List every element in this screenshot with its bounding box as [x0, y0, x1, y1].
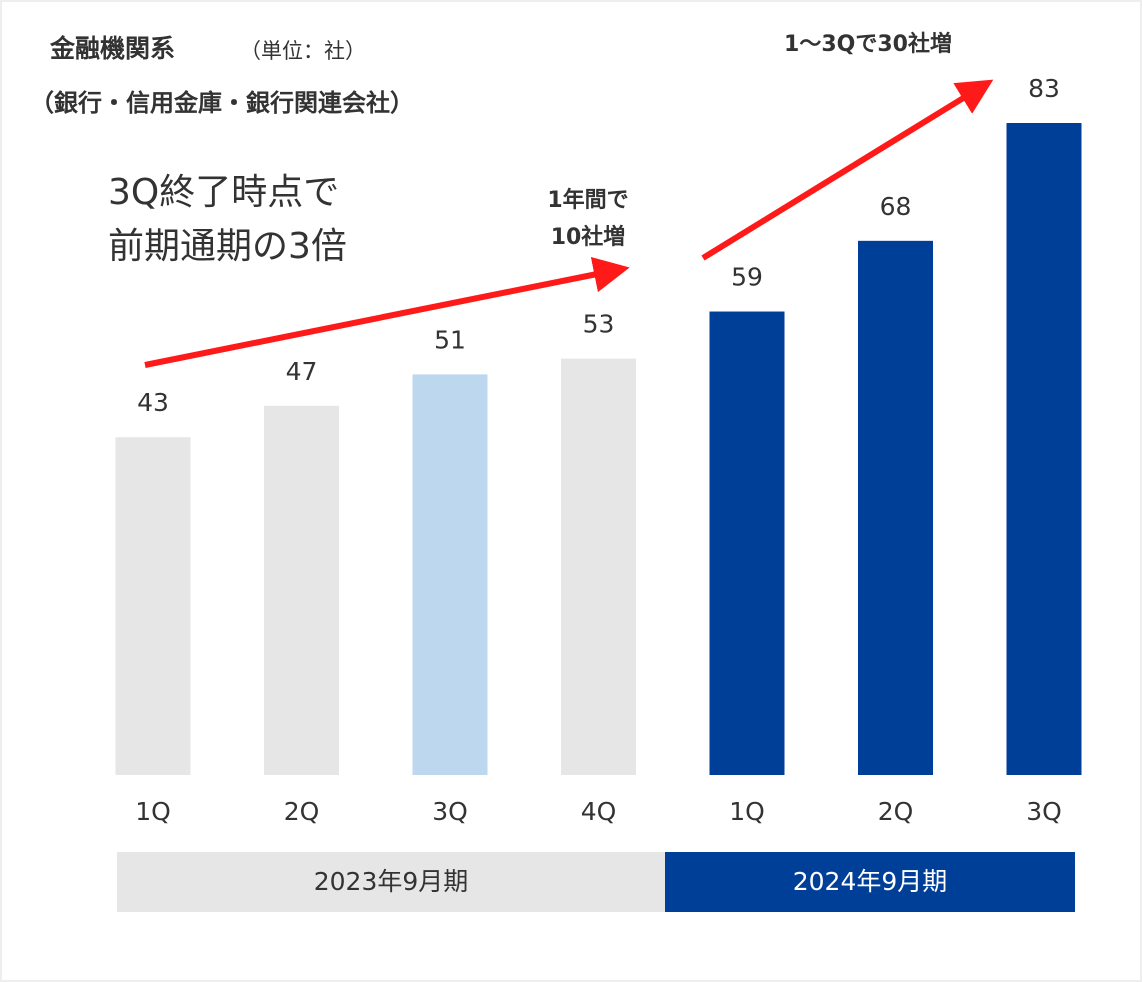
x-tick-label: 1Q	[135, 797, 171, 826]
data-label: 51	[434, 325, 466, 354]
bar	[115, 437, 191, 775]
annotation: 1年間で	[547, 187, 628, 213]
chart-title: 金融機関系	[49, 34, 175, 63]
arrow	[144, 256, 630, 368]
group-band	[117, 852, 665, 912]
x-tick-label: 4Q	[581, 797, 617, 826]
data-label: 43	[137, 388, 169, 417]
arrow	[701, 79, 994, 261]
data-label: 83	[1028, 74, 1060, 103]
data-label: 53	[583, 310, 615, 339]
x-tick-label: 2Q	[284, 797, 320, 826]
annotation: 1～3Qで30社増	[784, 31, 952, 57]
bar	[561, 358, 636, 775]
x-tick-label: 3Q	[1026, 797, 1062, 826]
chart-subtitle: （単位：社）	[240, 39, 366, 63]
annotation: 3Q終了時点で	[108, 172, 339, 213]
bar	[264, 405, 339, 775]
bar	[709, 311, 785, 775]
data-label: 68	[880, 192, 912, 221]
annotation: 前期通期の3倍	[108, 226, 347, 267]
data-label: 59	[731, 263, 763, 292]
x-tick-label: 1Q	[729, 797, 765, 826]
chart-subtitle: （銀行・信用金庫・銀行関連会社）	[30, 89, 414, 117]
x-tick-label: 3Q	[432, 797, 468, 826]
bar	[858, 240, 933, 776]
annotation: 10社増	[551, 224, 626, 250]
group-band	[665, 852, 1075, 912]
group-label: 2023年9月期	[314, 867, 469, 896]
group-label: 2024年9月期	[793, 867, 948, 896]
x-tick-label: 2Q	[878, 797, 914, 826]
bar	[412, 374, 488, 775]
data-label: 47	[286, 357, 318, 386]
bar	[1006, 123, 1082, 775]
